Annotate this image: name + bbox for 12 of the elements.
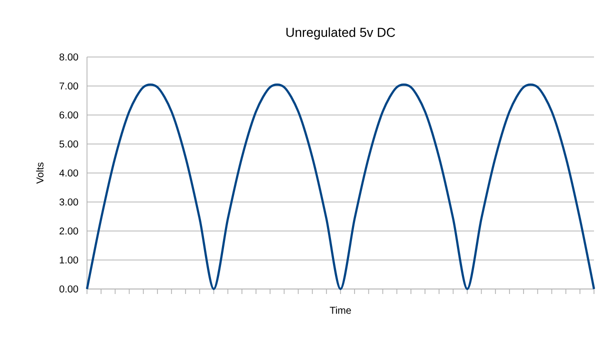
y-tick-label: 3.00 bbox=[59, 198, 78, 206]
y-tick-label: 7.00 bbox=[60, 82, 78, 90]
y-tick-label: 8.00 bbox=[60, 53, 78, 61]
x-axis-title: Time bbox=[330, 306, 351, 314]
y-tick-label: 6.00 bbox=[60, 111, 78, 119]
y-tick-label: 4.00 bbox=[59, 169, 78, 177]
y-axis-title: Volts bbox=[36, 162, 44, 184]
chart-title: Unregulated 5v DC bbox=[286, 27, 396, 40]
y-tick-label: 0.00 bbox=[59, 285, 78, 293]
y-tick-label: 5.00 bbox=[59, 140, 78, 148]
y-tick-label: 1.00 bbox=[60, 256, 78, 264]
y-tick-label: 2.00 bbox=[60, 227, 78, 235]
